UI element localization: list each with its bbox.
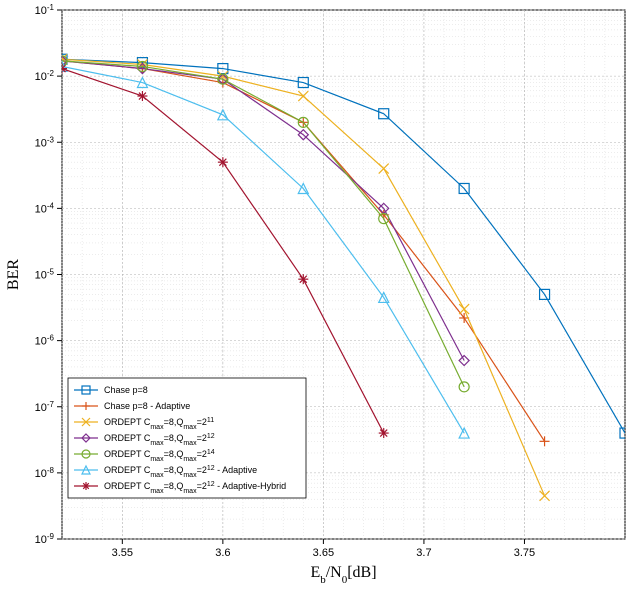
marker — [298, 274, 308, 284]
x-tick-label: 3.65 — [313, 547, 334, 559]
x-tick-label: 3.6 — [215, 547, 230, 559]
legend-label: Chase p=8 - Adaptive — [104, 401, 190, 411]
x-tick-label: 3.75 — [514, 547, 535, 559]
marker — [218, 157, 228, 167]
legend: Chase p=8Chase p=8 - AdaptiveORDEPT Cmax… — [68, 378, 306, 498]
ber-chart: 3.553.63.653.73.7510-910-810-710-610-510… — [0, 0, 640, 589]
x-tick-label: 3.7 — [416, 547, 431, 559]
marker — [379, 428, 389, 438]
marker — [137, 91, 147, 101]
x-tick-label: 3.55 — [112, 547, 133, 559]
legend-label: Chase p=8 — [104, 385, 148, 395]
marker — [82, 482, 90, 490]
y-axis-label: BER — [5, 259, 22, 290]
